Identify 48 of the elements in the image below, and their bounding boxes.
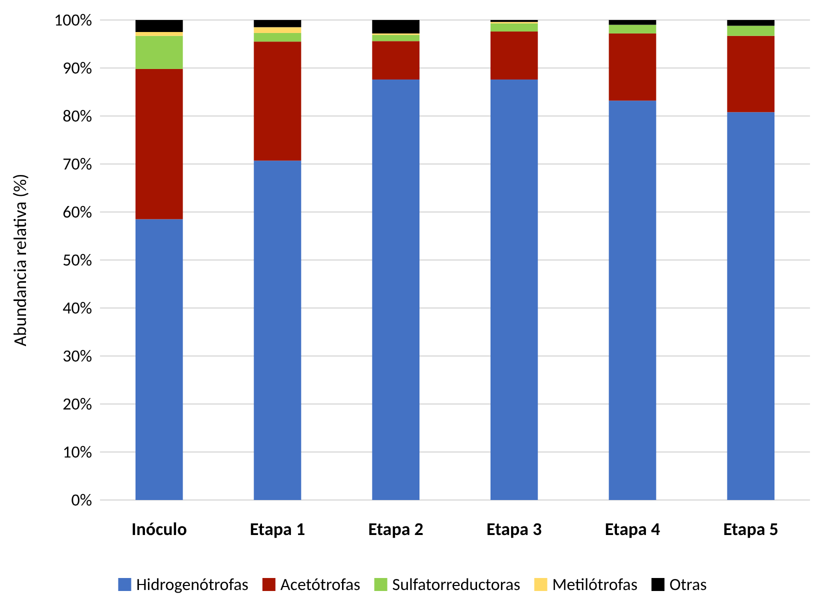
bar bbox=[254, 42, 302, 161]
bar bbox=[136, 32, 183, 36]
bar bbox=[727, 20, 774, 26]
bar bbox=[490, 23, 538, 32]
y-tick-label: 60% bbox=[62, 201, 92, 222]
bar bbox=[372, 80, 420, 500]
legend-label: Otras bbox=[669, 574, 708, 595]
bar bbox=[608, 20, 656, 25]
y-tick-label: 20% bbox=[62, 393, 92, 414]
legend-label: Hidrogenótrofas bbox=[136, 574, 249, 595]
bar bbox=[136, 36, 183, 69]
bar bbox=[372, 41, 420, 80]
legend-label: Metilótrofas bbox=[552, 574, 638, 595]
bar bbox=[727, 112, 774, 500]
bar bbox=[372, 34, 420, 42]
bar bbox=[608, 33, 656, 101]
bar bbox=[136, 20, 183, 32]
y-tick-label: 90% bbox=[62, 57, 92, 78]
bar bbox=[136, 68, 183, 220]
y-tick-label: 100% bbox=[54, 9, 92, 30]
x-tick-label: Etapa 2 bbox=[368, 518, 424, 540]
y-tick-label: 0% bbox=[71, 489, 92, 510]
bar bbox=[727, 26, 774, 36]
x-tick-label: Etapa 4 bbox=[604, 518, 660, 540]
legend-label: Acetótrofas bbox=[280, 574, 361, 595]
bar bbox=[136, 219, 183, 500]
bar bbox=[254, 27, 302, 33]
x-tick-label: Etapa 5 bbox=[723, 518, 778, 540]
y-tick-label: 10% bbox=[62, 441, 92, 462]
x-tick-label: Etapa 1 bbox=[250, 518, 306, 540]
y-tick-label: 40% bbox=[62, 297, 92, 318]
bar bbox=[372, 20, 420, 34]
x-tick-label: Inóculo bbox=[131, 518, 188, 540]
bar bbox=[608, 24, 656, 34]
y-tick-label: 80% bbox=[62, 105, 92, 126]
bar bbox=[490, 80, 538, 500]
x-tick-label: Etapa 3 bbox=[486, 518, 542, 540]
bar bbox=[608, 100, 656, 500]
legend-label: Sulfatorreductoras bbox=[392, 574, 521, 595]
bar bbox=[254, 160, 302, 500]
y-tick-label: 70% bbox=[62, 153, 92, 174]
bar bbox=[254, 20, 302, 28]
bar bbox=[490, 32, 538, 80]
y-axis-title: Abundancia relativa (%) bbox=[9, 174, 31, 346]
y-tick-label: 50% bbox=[62, 249, 92, 270]
bar bbox=[727, 36, 774, 112]
y-tick-label: 30% bbox=[62, 345, 92, 366]
bar bbox=[254, 32, 302, 42]
